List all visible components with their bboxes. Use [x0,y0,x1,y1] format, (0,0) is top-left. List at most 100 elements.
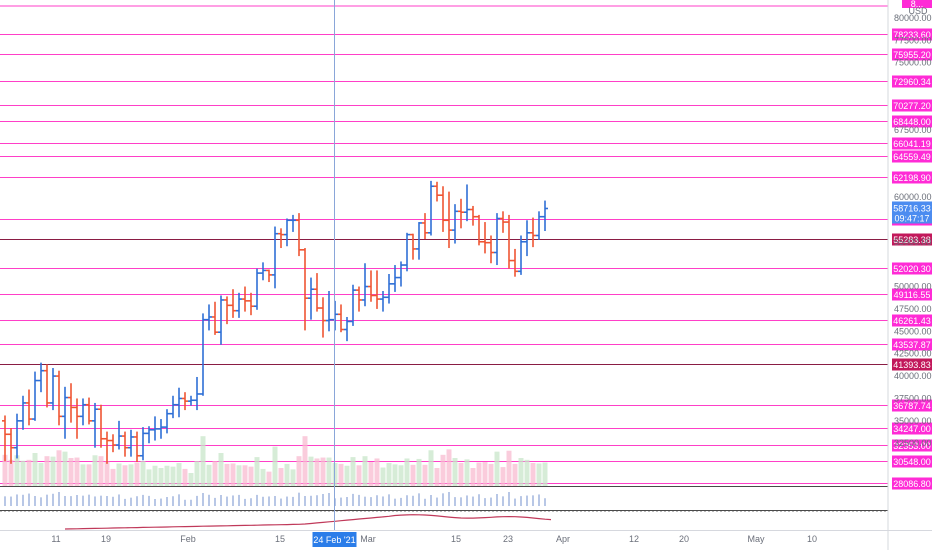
volume-pane-bar [124,498,126,506]
ohlc-bar [392,265,398,292]
volume-pane-bar [76,495,78,506]
countdown-label: 09:47:17 [894,213,929,223]
ohlc-bar [212,301,218,335]
volume-bar [308,456,314,486]
volume-pane-bar [352,493,354,506]
volume-bar [260,468,266,486]
volume-pane-bar [274,496,276,506]
ohlc-bars [2,180,548,464]
ohlc-bar [500,211,506,233]
ohlc-bar [368,270,374,302]
ohlc-bar [410,233,416,260]
level-tag-label: 46261.43 [893,316,931,326]
volume-bar [542,462,548,486]
volume-pane-bar [448,492,450,506]
volume-pane-bar [310,495,312,506]
volume-pane-bar [154,499,156,506]
ohlc-bar [326,291,332,332]
ohlc-bar [422,213,428,240]
ohlc-bar [242,286,248,312]
volume-bar [146,469,152,486]
ohlc-bar [284,218,290,247]
volume-bar [488,463,494,486]
volume-bar [482,462,488,486]
price-tick-label: 32500.00 [894,438,932,448]
volume-bar [326,457,332,486]
level-tag-label: 68448.00 [893,117,931,127]
volume-pane-bar [466,495,468,506]
volume-bar [80,464,86,486]
volume-pane-bar [40,497,42,506]
volume-bar [176,463,182,486]
level-tag-label: 30548.00 [893,457,931,467]
volume-bar [152,465,158,486]
price-tick-label: 60000.00 [894,192,932,202]
ohlc-bar [404,232,410,272]
level-tag [892,314,932,327]
level-tag [892,75,932,88]
volume-bar [98,456,104,486]
price-tick-label: 37500.00 [894,393,932,403]
volume-pane-bar [496,494,498,506]
volume-bar [302,436,308,486]
volume-bar [140,461,146,486]
ohlc-bar [428,180,434,236]
volume-bar [446,449,452,486]
volume-bar [224,463,230,486]
volume-bar [440,454,446,486]
volume-bar [392,464,398,486]
current-price-label: 58716.33 [893,203,931,213]
price-tick-label: 67500.00 [894,125,932,135]
volume-bar [236,465,242,486]
volume-bar [92,455,98,486]
time-axis-label: 15 [451,534,461,544]
volume-pane-bar [244,498,246,506]
time-axis-label: Apr [556,534,570,544]
volume-bar [170,466,176,486]
volume-bar [284,463,290,486]
volume-pane-bar [406,495,408,506]
ohlc-bar [452,204,458,244]
volume-bar [230,463,236,486]
volume-pane-bar [340,497,342,506]
volume-bar [530,463,536,486]
ohlc-bar [320,297,326,338]
ohlc-bar [20,395,26,430]
level-tag [892,399,932,412]
volume-pane-bar [430,495,432,506]
volume-bar [458,463,464,486]
ohlc-bar [164,409,170,434]
level-tag [892,28,932,41]
crosshair-time-tag [312,532,357,547]
level-tag-label: 55283.38 [893,235,931,245]
ohlc-bar [356,286,362,312]
level-tag-label: 78233.60 [893,30,931,40]
ohlc-bar [260,262,266,281]
ohlc-bar [506,214,512,269]
ohlc-bar [140,427,146,461]
volume-pane-bar [130,497,132,506]
ohlc-bar [266,269,272,283]
level-tag-label: 32353.00 [893,441,931,451]
volume-bar [128,464,134,486]
ohlc-bar [194,376,200,411]
ohlc-bar [398,261,404,287]
volume-pane-bar [190,499,192,506]
ohlc-bar [488,235,494,264]
volume-pane-bar [70,496,72,506]
ohlc-bar [458,198,464,229]
volume-bar [26,459,32,486]
ohlc-bar [2,415,8,462]
level-tag [892,455,932,468]
ohlc-bar [32,371,38,421]
volume-bars [2,436,548,486]
volume-bar [500,467,506,486]
ohlc-bar [56,370,62,426]
level-tag-label: 70277.20 [893,101,931,111]
ohlc-bar [98,404,104,448]
volume-pane-bar [526,495,528,506]
volume-pane-bar [322,494,324,506]
volume-pane-bar [166,497,168,506]
